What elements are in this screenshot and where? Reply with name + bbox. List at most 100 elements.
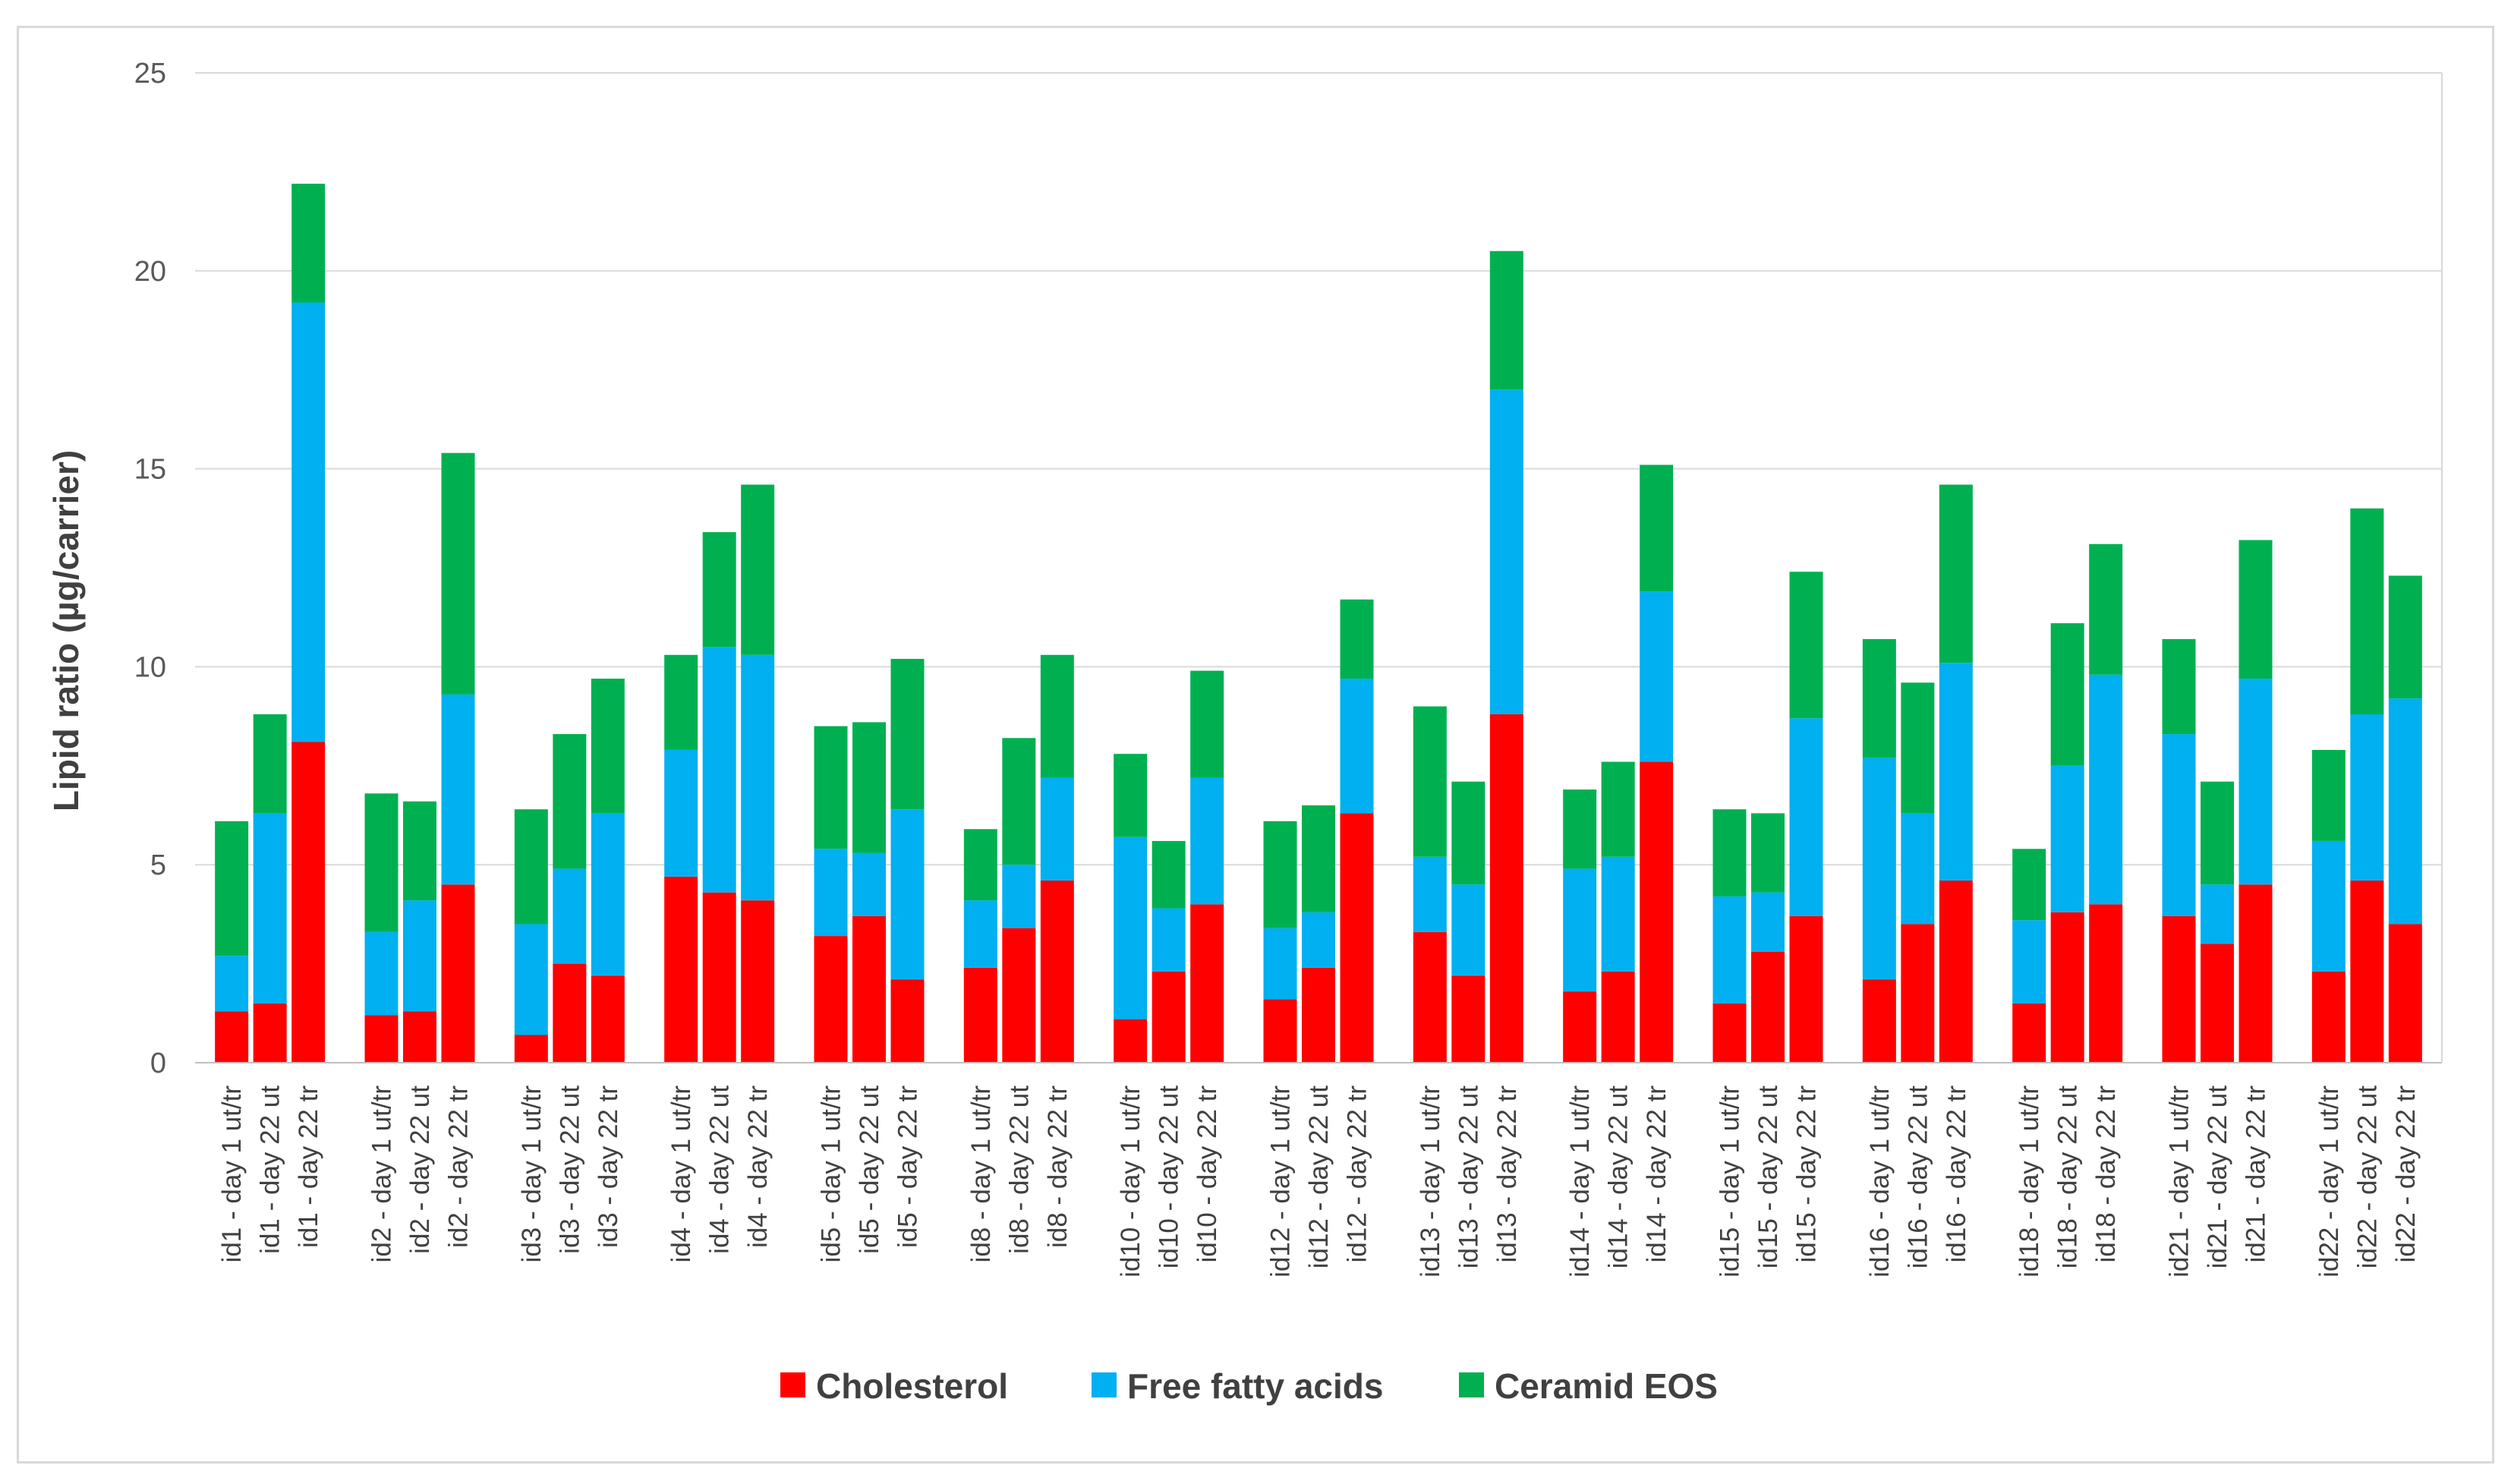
bar-segment-ceramid-eos: id2 - day 22 ut — Ceramid EOS: 2.5 [403, 801, 436, 901]
bar-segment-cholesterol: id15 - day 22 ut — Cholesterol: 2.8 [1751, 951, 1785, 1063]
bar-segment-free-fatty-acids: id18 - day 1 ut/tr — Free fatty acids: 2… [2012, 920, 2046, 1004]
bar-segment-free-fatty-acids: id16 - day 1 ut/tr — Free fatty acids: 5… [1862, 758, 1896, 980]
bar-segment-cholesterol: id16 - day 22 ut — Cholesterol: 3.5 [1901, 924, 1935, 1063]
bar-segment-cholesterol: id8 - day 1 ut/tr — Cholesterol: 2.4 [963, 967, 997, 1063]
bar-segment-ceramid-eos: id3 - day 22 ut — Ceramid EOS: 3.4 [553, 734, 587, 869]
bar-segment-free-fatty-acids: id5 - day 1 ut/tr — Free fatty acids: 2.… [814, 849, 848, 937]
bar-segment-ceramid-eos: id16 - day 1 ut/tr — Ceramid EOS: 3 [1862, 638, 1896, 758]
bar-segment-cholesterol: id22 - day 1 ut/tr — Cholesterol: 2.3 [2311, 972, 2346, 1063]
x-tick-label: id14 - day 1 ut/tr [1565, 1085, 1595, 1278]
bar-segment-ceramid-eos: id5 - day 22 tr — Ceramid EOS: 3.8 [890, 658, 925, 810]
bar-segment-cholesterol: id12 - day 22 ut — Cholesterol: 2.4 [1302, 967, 1335, 1063]
bar-segment-cholesterol: id14 - day 22 ut — Cholesterol: 2.3 [1601, 972, 1635, 1063]
bar-segment-free-fatty-acids: id16 - day 22 ut — Free fatty acids: 2.8 [1901, 813, 1935, 925]
bar-segment-cholesterol: id14 - day 22 tr — Cholesterol: 7.6 [1640, 761, 1674, 1063]
x-tick-label: id3 - day 1 ut/tr [517, 1085, 547, 1263]
bar-segment-cholesterol: id15 - day 22 tr — Cholesterol: 3.7 [1789, 916, 1823, 1063]
y-tick-label: 25 [134, 58, 166, 90]
bar-segment-free-fatty-acids: id15 - day 1 ut/tr — Free fatty acids: 2… [1712, 896, 1747, 1004]
bar-segment-ceramid-eos: id16 - day 22 tr — Ceramid EOS: 4.5 [1939, 484, 1973, 663]
y-tick-label: 10 [134, 651, 166, 683]
bar-segment-ceramid-eos: id21 - day 22 ut — Ceramid EOS: 2.6 [2201, 781, 2234, 885]
bar-segment-cholesterol: id5 - day 1 ut/tr — Cholesterol: 3.2 [814, 936, 848, 1063]
bar-segment-cholesterol: id18 - day 1 ut/tr — Cholesterol: 1.5 [2012, 1003, 2046, 1063]
x-tick-label: id18 - day 22 ut [2053, 1085, 2083, 1269]
bar-segment-ceramid-eos: id22 - day 1 ut/tr — Ceramid EOS: 2.3 [2311, 749, 2346, 841]
legend-swatch [780, 1372, 805, 1397]
bar-segment-cholesterol: id13 - day 22 tr — Cholesterol: 8.8 [1489, 714, 1523, 1063]
bar-segment-cholesterol: id15 - day 1 ut/tr — Cholesterol: 1.5 [1712, 1003, 1747, 1063]
bar-segment-free-fatty-acids: id4 - day 22 ut — Free fatty acids: 6.2 [702, 647, 736, 893]
x-tick-label: id8 - day 22 tr [1043, 1085, 1073, 1248]
legend-label: Ceramid EOS [1495, 1366, 1718, 1406]
bar-segment-cholesterol: id10 - day 22 tr — Cholesterol: 4 [1190, 904, 1224, 1063]
x-tick-label: id22 - day 1 ut/tr [2314, 1085, 2344, 1278]
bar-segment-free-fatty-acids: id3 - day 22 tr — Free fatty acids: 4.1 [591, 813, 625, 976]
bar-segment-free-fatty-acids: id18 - day 22 tr — Free fatty acids: 5.8 [2089, 674, 2123, 905]
x-tick-label: id12 - day 22 ut [1304, 1085, 1334, 1269]
bar-segment-free-fatty-acids: id2 - day 22 tr — Free fatty acids: 4.8 [441, 694, 475, 885]
x-tick-label: id4 - day 22 ut [705, 1085, 735, 1254]
bar-segment-free-fatty-acids: id1 - day 22 tr — Free fatty acids: 11.1 [291, 302, 326, 742]
bar-segment-ceramid-eos: id10 - day 1 ut/tr — Ceramid EOS: 2.1 [1114, 754, 1148, 837]
bar-segment-cholesterol: id1 - day 22 tr — Cholesterol: 8.1 [291, 742, 326, 1063]
x-tick-label: id13 - day 1 ut/tr [1416, 1085, 1445, 1278]
bar-segment-ceramid-eos: id21 - day 22 tr — Ceramid EOS: 3.5 [2238, 540, 2273, 679]
bar-segment-cholesterol: id10 - day 22 ut — Cholesterol: 2.3 [1152, 972, 1186, 1063]
bar-segment-cholesterol: id5 - day 22 ut — Cholesterol: 3.7 [852, 916, 886, 1063]
x-tick-label: id12 - day 1 ut/tr [1266, 1085, 1296, 1278]
y-tick-label: 0 [150, 1048, 166, 1079]
x-tick-label: id5 - day 22 tr [893, 1085, 923, 1248]
chart-frame: id1 - day 1 ut/tr — Cholesterol: 1.3id1 … [17, 26, 2494, 1464]
bar-segment-cholesterol: id21 - day 1 ut/tr — Cholesterol: 3.7 [2162, 916, 2196, 1063]
x-tick-label: id2 - day 1 ut/tr [367, 1085, 397, 1263]
bar-segment-free-fatty-acids: id1 - day 1 ut/tr — Free fatty acids: 1.… [215, 956, 249, 1012]
bar-segment-free-fatty-acids: id5 - day 22 ut — Free fatty acids: 1.6 [852, 852, 886, 917]
bar-segment-cholesterol: id22 - day 22 ut — Cholesterol: 4.6 [2350, 881, 2384, 1063]
bar-segment-free-fatty-acids: id12 - day 1 ut/tr — Free fatty acids: 1… [1263, 928, 1297, 1000]
x-tick-label: id10 - day 22 ut [1155, 1085, 1184, 1269]
x-tick-label: id22 - day 22 tr [2391, 1085, 2421, 1263]
bar-segment-ceramid-eos: id12 - day 1 ut/tr — Ceramid EOS: 2.7 [1263, 821, 1297, 928]
bar-segment-ceramid-eos: id12 - day 22 tr — Ceramid EOS: 2 [1340, 599, 1374, 679]
x-tick-label: id15 - day 22 tr [1792, 1085, 1822, 1263]
legend-swatch [1092, 1372, 1117, 1397]
x-tick-label: id3 - day 22 tr [594, 1085, 623, 1248]
bar-segment-cholesterol: id8 - day 22 ut — Cholesterol: 3.4 [1002, 928, 1036, 1063]
bar-segment-free-fatty-acids: id12 - day 22 ut — Free fatty acids: 1.4 [1302, 912, 1335, 968]
x-tick-label: id1 - day 1 ut/tr [217, 1085, 247, 1263]
bar-segment-ceramid-eos: id13 - day 22 tr — Ceramid EOS: 3.5 [1489, 250, 1523, 390]
bar-segment-ceramid-eos: id10 - day 22 ut — Ceramid EOS: 1.7 [1152, 840, 1186, 909]
bar-segment-free-fatty-acids: id4 - day 22 tr — Free fatty acids: 6.2 [741, 654, 775, 901]
bar-segment-free-fatty-acids: id8 - day 22 tr — Free fatty acids: 2.6 [1040, 777, 1074, 881]
y-axis-label: Lipid ratio (µg/carrier) [46, 450, 86, 811]
bar-segment-ceramid-eos: id2 - day 22 tr — Ceramid EOS: 6.1 [441, 452, 475, 695]
bar-segment-cholesterol: id18 - day 22 ut — Cholesterol: 3.8 [2050, 912, 2084, 1063]
bar-segment-free-fatty-acids: id15 - day 22 ut — Free fatty acids: 1.5 [1751, 892, 1785, 952]
bar-segment-ceramid-eos: id1 - day 1 ut/tr — Ceramid EOS: 3.4 [215, 821, 249, 956]
x-tick-label: id3 - day 22 ut [555, 1085, 584, 1254]
bar-segment-free-fatty-acids: id8 - day 1 ut/tr — Free fatty acids: 1.… [963, 900, 997, 968]
bar-segment-ceramid-eos: id12 - day 22 ut — Ceramid EOS: 2.7 [1302, 805, 1335, 912]
x-tick-label: id16 - day 22 ut [1903, 1085, 1933, 1269]
x-tick-label: id8 - day 1 ut/tr [966, 1085, 996, 1263]
bar-segment-free-fatty-acids: id15 - day 22 tr — Free fatty acids: 5 [1789, 718, 1823, 917]
bar-segment-free-fatty-acids: id22 - day 1 ut/tr — Free fatty acids: 3… [2311, 840, 2346, 972]
bar-segment-ceramid-eos: id22 - day 22 ut — Ceramid EOS: 5.2 [2350, 508, 2384, 714]
x-tick-label: id4 - day 22 tr [743, 1085, 773, 1248]
bar-segment-cholesterol: id1 - day 1 ut/tr — Cholesterol: 1.3 [215, 1011, 249, 1063]
bar-segment-free-fatty-acids: id21 - day 22 ut — Free fatty acids: 1.5 [2201, 884, 2234, 944]
bar-segment-ceramid-eos: id16 - day 22 ut — Ceramid EOS: 3.3 [1901, 682, 1935, 814]
bar-segment-ceramid-eos: id1 - day 22 tr — Ceramid EOS: 3 [291, 184, 326, 303]
bar-segment-cholesterol: id12 - day 22 tr — Cholesterol: 6.3 [1340, 813, 1374, 1063]
bar-segment-ceramid-eos: id14 - day 22 tr — Ceramid EOS: 3.2 [1640, 465, 1674, 592]
bar-segment-free-fatty-acids: id5 - day 22 tr — Free fatty acids: 4.3 [890, 809, 925, 980]
bar-segment-cholesterol: id22 - day 22 tr — Cholesterol: 3.5 [2388, 924, 2422, 1063]
x-tick-label: id5 - day 1 ut/tr [817, 1085, 846, 1263]
bar-segment-free-fatty-acids: id2 - day 1 ut/tr — Free fatty acids: 2.… [364, 931, 399, 1016]
bar-segment-cholesterol: id12 - day 1 ut/tr — Cholesterol: 1.6 [1263, 999, 1297, 1063]
bar-segment-ceramid-eos: id10 - day 22 tr — Ceramid EOS: 2.7 [1190, 670, 1224, 778]
bar-segment-free-fatty-acids: id3 - day 22 ut — Free fatty acids: 2.4 [553, 868, 587, 964]
x-tick-label: id2 - day 22 tr [444, 1085, 474, 1248]
bar-segment-free-fatty-acids: id8 - day 22 ut — Free fatty acids: 1.6 [1002, 865, 1036, 928]
